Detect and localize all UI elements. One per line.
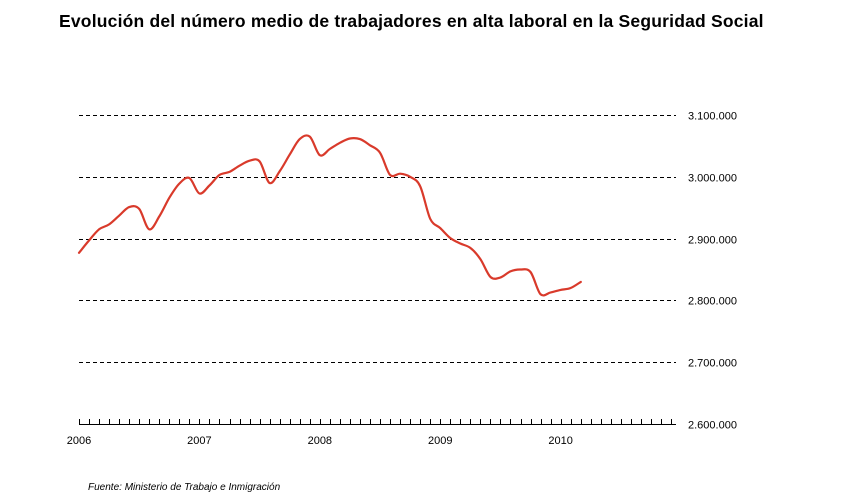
- x-axis-labels: 2006 2007 2008 2009 2010: [67, 435, 573, 447]
- gridlines: [79, 115, 676, 363]
- chart-source: Fuente: Ministerio de Trabajo e Inmigrac…: [88, 482, 281, 493]
- x-axis: [79, 419, 676, 425]
- x-tick-label: 2010: [548, 435, 572, 447]
- y-tick-label: 3.100.000: [688, 111, 737, 123]
- y-tick-label: 2.800.000: [688, 296, 737, 308]
- y-tick-label: 2.600.000: [688, 420, 737, 432]
- series-line: [77, 134, 582, 297]
- x-tick-label: 2006: [67, 435, 91, 447]
- x-tick-label: 2007: [187, 435, 211, 447]
- x-tick-label: 2009: [428, 435, 452, 447]
- y-tick-label: 2.900.000: [688, 235, 737, 247]
- y-tick-label: 2.700.000: [688, 358, 737, 370]
- x-tick-label: 2008: [308, 435, 332, 447]
- y-tick-label: 3.000.000: [688, 173, 737, 185]
- y-axis-labels: 2.600.000 2.700.000 2.800.000 2.900.000 3.00…: [688, 111, 737, 432]
- chart-title: Evolución del número medio de trabajador…: [59, 11, 764, 31]
- series-layer: [77, 134, 582, 297]
